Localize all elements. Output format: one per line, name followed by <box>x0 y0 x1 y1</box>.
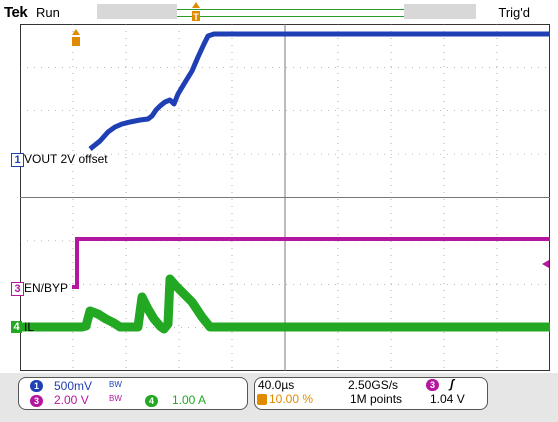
ch1-label: VOUT 2V offset <box>24 152 108 166</box>
trigger-slope-icon: ʃ <box>450 377 454 391</box>
ch3-scale: 2.00 V <box>54 393 89 407</box>
trigger-position-icon[interactable]: T <box>190 2 202 24</box>
acquisition-status: Run <box>36 5 60 20</box>
horizontal-settings-panel[interactable] <box>254 377 488 410</box>
status-bar: Tek Run T Trig'd <box>0 0 558 26</box>
ch4-ground-marker[interactable]: 4 <box>11 321 22 333</box>
ch1-waveform <box>88 31 550 151</box>
trigger-position-small-icon <box>257 394 267 405</box>
ch3-ground-marker[interactable]: 3 <box>11 282 24 296</box>
trigger-status: Trig'd <box>498 5 530 20</box>
brand-logo: Tek <box>4 4 28 21</box>
record-length: 1M points <box>350 392 403 406</box>
horizontal-scale: 40.0µs <box>258 378 295 392</box>
record-view-bar[interactable] <box>177 9 404 17</box>
ch4-scale: 1.00 A <box>172 393 207 407</box>
ch1-badge[interactable]: 1 <box>30 380 43 392</box>
ch1-bw-limit-icon: BW <box>109 380 122 389</box>
trigger-position-label: T <box>193 12 199 22</box>
ch3-bw-limit-icon: BW <box>109 394 122 403</box>
vertical-settings-panel[interactable] <box>18 377 248 410</box>
trigger-source-badge[interactable]: 3 <box>426 379 439 391</box>
record-overview-right <box>404 4 476 19</box>
trigger-level: 1.04 V <box>430 392 465 406</box>
trigger-position-percent: 10.00 % <box>269 392 314 406</box>
ch3-waveform <box>72 237 550 289</box>
ch4-waveform <box>20 274 550 334</box>
ch1-scale: 500mV <box>54 379 93 393</box>
trigger-marker-icon[interactable] <box>72 29 80 46</box>
ch4-badge[interactable]: 4 <box>145 395 158 407</box>
ch3-badge[interactable]: 3 <box>30 395 43 407</box>
sample-rate: 2.50GS/s <box>348 378 399 392</box>
record-overview-left <box>97 4 177 19</box>
trigger-level-arrow-icon[interactable] <box>542 260 549 268</box>
ch1-ground-marker[interactable]: 1 <box>11 153 24 167</box>
readout-bar: 1 500mV BW 3 2.00 V BW 4 1.00 A 40.0µs 2… <box>0 373 558 422</box>
waveform-display[interactable] <box>20 24 550 371</box>
ch4-label: IL <box>24 320 35 334</box>
ch3-label: EN/BYP <box>24 281 69 295</box>
